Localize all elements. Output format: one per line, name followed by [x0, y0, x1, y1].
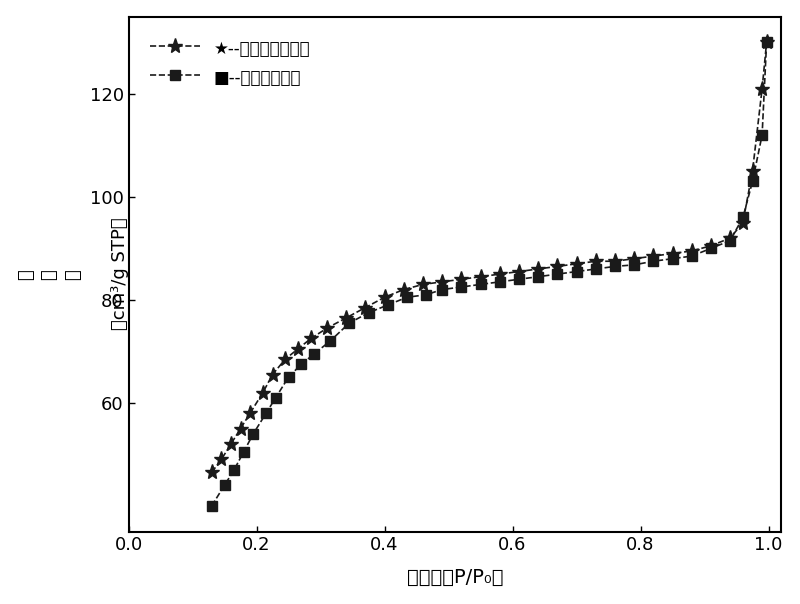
Y-axis label: 吸
附
量

（cm³/g STP）: 吸 附 量 （cm³/g STP）: [17, 218, 129, 330]
★--样品解吸附曲线: [226, 440, 236, 448]
★--样品解吸附曲线: [246, 410, 255, 417]
★--样品解吸附曲线: [268, 371, 278, 378]
★--样品解吸附曲线: [668, 250, 678, 257]
★--样品解吸附曲线: [217, 456, 226, 463]
■--样品吸附曲线: [706, 245, 716, 252]
★--样品解吸附曲线: [380, 294, 390, 301]
■--样品吸附曲线: [239, 448, 249, 455]
■--样品吸附曲线: [249, 430, 258, 437]
■--样品吸附曲线: [476, 281, 486, 288]
★--样品解吸附曲线: [706, 242, 716, 249]
★--样品解吸附曲线: [294, 345, 303, 352]
★--样品解吸附曲线: [457, 275, 466, 283]
★--样品解吸附曲线: [236, 425, 246, 432]
★--样品解吸附曲线: [514, 268, 524, 275]
■--样品吸附曲线: [457, 283, 466, 291]
■--样品吸附曲线: [438, 286, 447, 293]
★--样品解吸附曲线: [258, 389, 268, 396]
Line: ★--样品解吸附曲线: ★--样品解吸附曲线: [204, 35, 774, 480]
★--样品解吸附曲线: [281, 356, 290, 363]
★--样品解吸附曲线: [630, 255, 639, 262]
★--样品解吸附曲线: [361, 304, 370, 311]
■--样品吸附曲线: [345, 320, 354, 327]
★--样品解吸附曲线: [418, 281, 428, 288]
★--样品解吸附曲线: [306, 335, 316, 342]
Line: ■--样品吸附曲线: ■--样品吸附曲线: [207, 37, 771, 511]
■--样品吸附曲线: [514, 275, 524, 283]
■--样品吸附曲线: [262, 410, 271, 417]
■--样品吸附曲线: [326, 338, 335, 345]
★--样品解吸附曲线: [649, 252, 658, 260]
■--样品吸附曲线: [748, 178, 758, 185]
■--样品吸附曲线: [207, 502, 217, 509]
★--样品解吸附曲线: [322, 324, 332, 332]
★--样品解吸附曲线: [748, 167, 758, 175]
■--样品吸附曲线: [284, 373, 294, 381]
■--样品吸附曲线: [738, 214, 748, 221]
★--样品解吸附曲线: [534, 265, 543, 272]
X-axis label: 相对压（P/P₀）: 相对压（P/P₀）: [406, 568, 503, 587]
★--样品解吸附曲线: [687, 247, 697, 254]
★--样品解吸附曲线: [553, 263, 562, 270]
★--样品解吸附曲线: [207, 469, 217, 476]
■--样品吸附曲线: [762, 39, 771, 46]
■--样品吸附曲线: [422, 291, 431, 298]
■--样品吸附曲线: [687, 252, 697, 260]
■--样品吸附曲线: [610, 263, 620, 270]
■--样品吸附曲线: [271, 394, 281, 401]
★--样品解吸附曲线: [342, 314, 351, 321]
★--样品解吸附曲线: [476, 273, 486, 280]
■--样品吸附曲线: [297, 361, 306, 368]
■--样品吸附曲线: [364, 309, 374, 316]
■--样品吸附曲线: [310, 350, 319, 358]
■--样品吸附曲线: [649, 258, 658, 265]
■--样品吸附曲线: [726, 237, 735, 244]
★--样品解吸附曲线: [438, 278, 447, 286]
■--样品吸附曲线: [668, 255, 678, 262]
★--样品解吸附曲线: [726, 234, 735, 242]
★--样品解吸附曲线: [762, 39, 771, 46]
★--样品解吸附曲线: [610, 258, 620, 265]
■--样品吸附曲线: [534, 273, 543, 280]
★--样品解吸附曲线: [758, 85, 767, 92]
Legend: ★--样品解吸附曲线, ■--样品吸附曲线: ★--样品解吸附曲线, ■--样品吸附曲线: [137, 25, 323, 101]
■--样品吸附曲线: [495, 278, 505, 286]
■--样品吸附曲线: [230, 466, 239, 474]
■--样品吸附曲线: [758, 132, 767, 139]
■--样品吸附曲线: [630, 262, 639, 269]
■--样品吸附曲线: [591, 265, 601, 272]
■--样品吸附曲线: [383, 301, 393, 309]
★--样品解吸附曲线: [572, 260, 582, 268]
★--样品解吸附曲线: [591, 258, 601, 265]
★--样品解吸附曲线: [495, 271, 505, 278]
★--样品解吸附曲线: [399, 286, 409, 293]
■--样品吸附曲线: [220, 481, 230, 489]
■--样品吸附曲线: [553, 271, 562, 278]
■--样品吸附曲线: [402, 294, 412, 301]
■--样品吸附曲线: [572, 268, 582, 275]
★--样品解吸附曲线: [738, 219, 748, 226]
